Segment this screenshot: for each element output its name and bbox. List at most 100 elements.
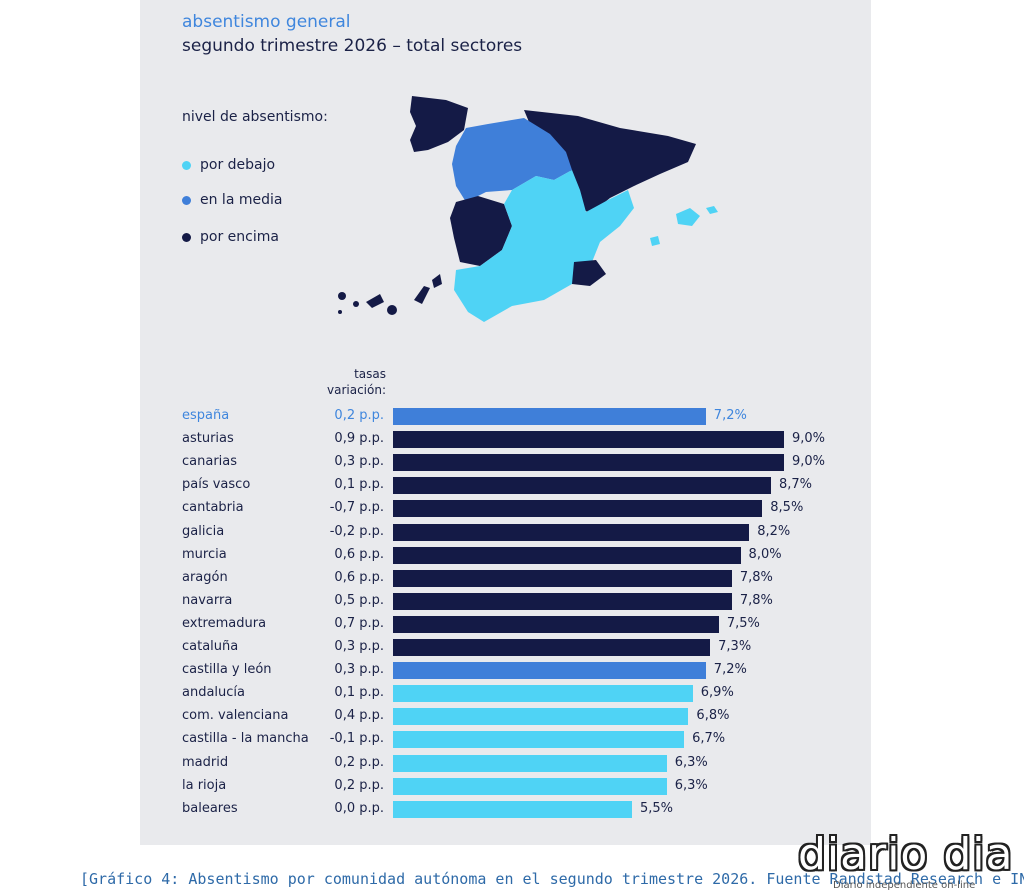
row-label: aragón (182, 570, 228, 585)
bar (393, 524, 750, 541)
row-label: extremadura (182, 616, 267, 631)
row-variation: 0,1 p.p. (334, 685, 384, 700)
bar-value-label: 7,3% (718, 639, 752, 654)
row-label: la rioja (182, 778, 227, 793)
bar-value-label: 7,8% (739, 570, 773, 585)
bar (393, 431, 784, 448)
row-variation: 0,3 p.p. (334, 454, 384, 469)
map-region-baleares-ibiza (650, 236, 660, 246)
map-region-castilla-leon (452, 118, 572, 202)
row-label: murcia (182, 547, 227, 562)
legend-label-below: por debajo (200, 157, 276, 173)
bar-value-label: 8,5% (770, 500, 804, 515)
row-label: andalucía (182, 685, 246, 700)
row-label: baleares (182, 801, 238, 816)
bar (393, 477, 771, 494)
map-region-baleares-small (706, 206, 718, 214)
legend-dot-above (182, 232, 191, 242)
map-canarias-3 (366, 294, 384, 308)
map-canarias-5 (432, 274, 442, 288)
row-label: castilla - la mancha (182, 731, 309, 746)
row-variation: -0,1 p.p. (329, 731, 384, 746)
chart-title: absentismo general (182, 12, 351, 32)
map-region-baleares (676, 208, 700, 226)
row-variation: 0,6 p.p. (334, 547, 384, 562)
bar-value-label: 8,0% (748, 547, 782, 562)
legend-title: nivel de absentismo: (182, 109, 328, 125)
row-variation: 0,5 p.p. (334, 593, 384, 608)
row-label: cataluña (182, 639, 239, 654)
bar (393, 547, 741, 564)
bar (393, 662, 706, 679)
map-canarias-2 (353, 301, 359, 307)
map-canarias-1 (338, 292, 346, 300)
map-region-south-center (454, 170, 634, 322)
map-region-extremadura (450, 196, 512, 266)
map-region-murcia (572, 260, 606, 286)
bar-value-label: 7,8% (739, 593, 773, 608)
legend-dot-average (182, 195, 191, 205)
bar (393, 801, 632, 818)
row-label: galicia (182, 524, 225, 539)
variation-header-line1: tasas (354, 367, 386, 381)
bar-value-label: 6,3% (674, 755, 708, 770)
row-variation: -0,7 p.p. (329, 500, 384, 515)
bar-value-label: 9,0% (792, 454, 826, 469)
row-variation: 0,2 p.p. (334, 778, 384, 793)
bar-value-label: 7,2% (713, 662, 747, 677)
bar-value-label: 6,9% (700, 685, 734, 700)
map-canarias-6 (387, 305, 397, 315)
bar-value-label: 6,3% (674, 778, 708, 793)
bar (393, 755, 667, 772)
row-variation: 0,3 p.p. (334, 662, 384, 677)
row-variation: 0,3 p.p. (334, 639, 384, 654)
row-label: com. valenciana (182, 708, 289, 723)
row-label: canarias (182, 454, 238, 469)
row-label: asturias (182, 431, 234, 446)
row-variation: 0,7 p.p. (334, 616, 384, 631)
bar-value-label: 8,7% (778, 477, 812, 492)
map-region-northwest (410, 96, 468, 152)
legend-item-above: por encima (182, 229, 279, 245)
bar (393, 731, 685, 748)
row-variation: 0,1 p.p. (334, 477, 384, 492)
bar-value-label: 5,5% (639, 801, 673, 816)
row-label: navarra (182, 593, 233, 608)
bar (393, 778, 667, 795)
bar-value-label: 7,5% (726, 616, 760, 631)
bar (393, 708, 689, 725)
row-variation: 0,6 p.p. (334, 570, 384, 585)
map-region-northeast (524, 110, 696, 214)
figure-caption: [Gráfico 4: Absentismo por comunidad aut… (80, 870, 1024, 888)
row-label: cantabria (182, 500, 244, 515)
row-variation: 0,2 p.p. (334, 755, 384, 770)
row-label: país vasco (182, 477, 251, 492)
legend-label-above: por encima (200, 229, 279, 245)
row-variation: 0,4 p.p. (334, 708, 384, 723)
bar (393, 500, 763, 517)
row-label: madrid (182, 755, 229, 770)
variation-column-header: tasas variación: (300, 366, 386, 398)
row-variation: 0,2 p.p. (334, 408, 384, 423)
row-label: castilla y león (182, 662, 272, 677)
bar-value-label: 8,2% (757, 524, 791, 539)
chart-subtitle: segundo trimestre 2026 – total sectores (182, 36, 523, 56)
row-variation: -0,2 p.p. (329, 524, 384, 539)
legend-label-average: en la media (200, 192, 283, 208)
bar-value-label: 9,0% (792, 431, 826, 446)
bar-value-label: 6,8% (696, 708, 730, 723)
row-label: españa (182, 408, 230, 423)
bar (393, 408, 706, 425)
legend-item-below: por debajo (182, 157, 275, 173)
bar-value-label: 6,7% (692, 731, 726, 746)
site-logo: diario dia (798, 829, 1014, 880)
bar (393, 685, 693, 702)
map-canarias-4 (414, 286, 430, 304)
bar (393, 639, 711, 656)
bar (393, 454, 784, 471)
map-canarias-7 (338, 310, 342, 314)
legend-item-average: en la media (182, 192, 282, 208)
row-variation: 0,9 p.p. (334, 431, 384, 446)
bar (393, 616, 719, 633)
site-tagline: Diario independiente on-line (833, 880, 976, 891)
